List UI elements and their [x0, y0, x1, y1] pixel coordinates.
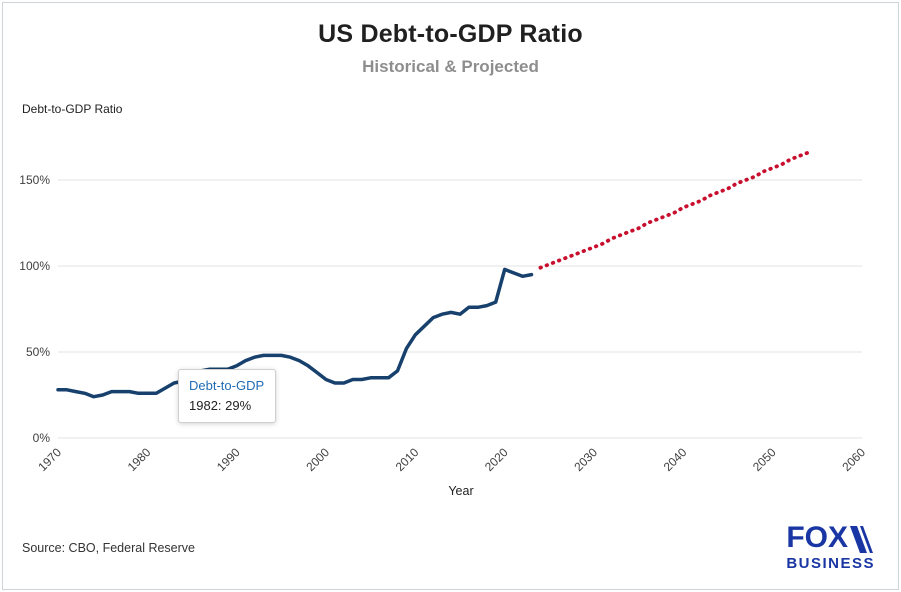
- chart-subtitle: Historical & Projected: [362, 57, 539, 76]
- x-tick-label: 1990: [214, 445, 243, 474]
- y-tick-label: 50%: [26, 345, 50, 359]
- logo-searchlight-icon: [849, 526, 873, 553]
- chart-title: US Debt-to-GDP Ratio: [318, 20, 583, 48]
- x-tick-label: 2010: [393, 445, 422, 474]
- x-axis-title: Year: [448, 484, 474, 498]
- x-tick-label: 2000: [303, 445, 332, 474]
- y-tick-label: 0%: [33, 431, 51, 445]
- x-tick-label: 2050: [750, 445, 779, 474]
- logo-top-row: FOX: [786, 523, 875, 553]
- y-tick-label: 150%: [19, 173, 50, 187]
- x-tick-label: 2060: [839, 445, 868, 474]
- series-projected-line[interactable]: [538, 150, 811, 270]
- tooltip-value: 1982: 29%: [189, 397, 252, 413]
- logo-fox-text: FOX: [786, 521, 848, 554]
- x-tick-label: 1980: [125, 445, 154, 474]
- tooltip: Debt-to-GDP 1982: 29%: [178, 369, 277, 423]
- x-tick-label: 1970: [35, 445, 64, 474]
- tooltip-series-label: Debt-to-GDP: [189, 378, 265, 393]
- y-axis-title: Debt-to-GDP Ratio: [22, 102, 123, 116]
- x-tick-label: 2020: [482, 445, 511, 474]
- source-note: Source: CBO, Federal Reserve: [22, 541, 195, 555]
- fox-business-logo: FOX BUSINESS: [786, 523, 875, 573]
- x-tick-label: 2040: [661, 445, 690, 474]
- y-tick-label: 100%: [19, 259, 50, 273]
- logo-business-text: BUSINESS: [786, 555, 875, 572]
- series-historical-line[interactable]: [56, 267, 534, 399]
- x-tick-label: 2030: [571, 445, 600, 474]
